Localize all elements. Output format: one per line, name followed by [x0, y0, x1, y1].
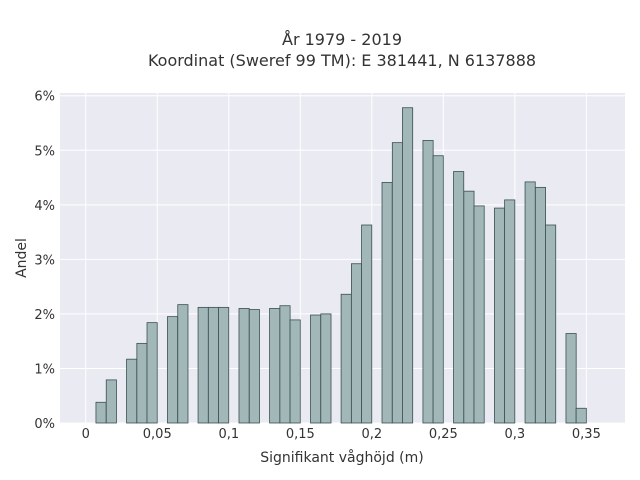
histogram-bar	[95, 401, 107, 424]
x-tick-label: 0,35	[572, 427, 601, 442]
histogram-bar	[177, 304, 189, 424]
histogram-bar	[310, 314, 322, 424]
histogram-bar	[248, 309, 260, 424]
x-tick-label: 0,3	[505, 427, 526, 442]
histogram-bar	[565, 333, 577, 424]
histogram-bar	[289, 319, 301, 424]
histogram-bar	[391, 142, 403, 424]
y-tick-label: 5%	[34, 144, 55, 159]
histogram-bar	[545, 224, 557, 424]
bar-layer	[95, 107, 587, 424]
y-tick-label: 4%	[34, 199, 55, 214]
histogram-bar	[575, 407, 587, 424]
histogram-bar	[351, 263, 363, 424]
histogram-bar	[473, 205, 485, 424]
histogram-bar	[381, 182, 393, 424]
x-tick-label: 0,25	[429, 427, 458, 442]
histogram-bar	[494, 207, 506, 424]
histogram-bar	[422, 140, 434, 424]
tick-layer: 0 0,05 0,1 0,15 0,2 0,25 0,3 0,35 0% 1% 2% 3% 4% 5% 6%	[34, 90, 600, 442]
histogram-bar	[105, 379, 117, 424]
histogram-bar	[207, 306, 219, 424]
x-axis-label: Signifikant våghöjd (m)	[260, 449, 423, 466]
x-tick-label: 0	[82, 427, 90, 442]
histogram-bar	[146, 322, 158, 424]
histogram-bar	[320, 313, 332, 424]
histogram-bar	[136, 342, 148, 424]
histogram-bar	[361, 224, 373, 424]
histogram-bar	[402, 107, 414, 424]
histogram-bar	[197, 306, 209, 424]
chart-title-line-1: År 1979 - 2019	[282, 30, 402, 49]
histogram-bar	[534, 186, 546, 424]
histogram-bar	[238, 308, 250, 424]
histogram-bar	[463, 190, 475, 424]
histogram-bar	[218, 306, 230, 424]
histogram-bar	[279, 305, 291, 424]
histogram-bar	[269, 308, 281, 424]
histogram-bar	[524, 181, 536, 424]
histogram-bar	[126, 358, 138, 424]
histogram-bar	[453, 171, 465, 424]
histogram-bar	[340, 293, 352, 424]
histogram-bar	[167, 316, 179, 424]
x-tick-label: 0,2	[361, 427, 382, 442]
x-tick-label: 0,15	[286, 427, 315, 442]
chart-title-line-2: Koordinat (Sweref 99 TM): E 381441, N 61…	[148, 51, 536, 70]
y-axis-label: Andel	[14, 238, 30, 278]
x-tick-label: 0,1	[218, 427, 239, 442]
x-tick-label: 0,05	[143, 427, 172, 442]
y-tick-label: 1%	[34, 362, 55, 377]
y-tick-label: 6%	[34, 90, 55, 105]
histogram-bar	[504, 199, 516, 424]
y-tick-label: 3%	[34, 253, 55, 268]
histogram-bar	[432, 155, 444, 424]
y-tick-label: 0%	[34, 417, 55, 432]
y-tick-label: 2%	[34, 308, 55, 323]
